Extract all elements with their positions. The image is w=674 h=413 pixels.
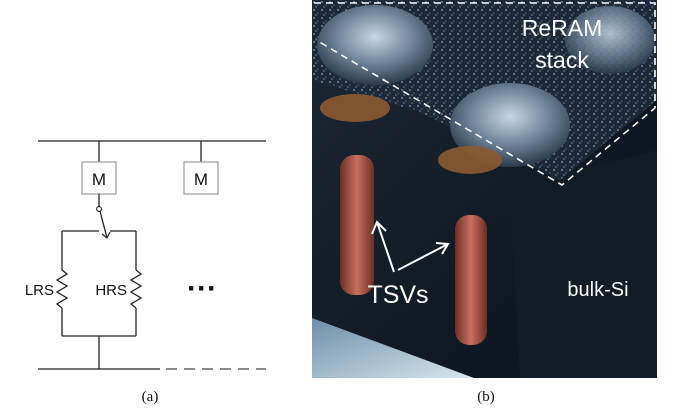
switch-blade bbox=[99, 210, 108, 239]
tsv-arrow-left-head bbox=[371, 220, 387, 235]
caption-b: (b) bbox=[477, 389, 495, 405]
tsv-top-rim-2 bbox=[438, 146, 502, 174]
reram-label-line1: ReRAM bbox=[522, 15, 603, 41]
switch-arrow-head bbox=[101, 231, 111, 239]
chip-side-face bbox=[510, 150, 657, 378]
stack-outline-dashed bbox=[314, 2, 656, 186]
tsv-label: TSVs bbox=[367, 281, 428, 309]
reram-label-line2: stack bbox=[535, 47, 589, 73]
stack-dome-3 bbox=[565, 6, 655, 74]
lrs-label: LRS bbox=[25, 282, 54, 299]
memory-cell-label-2: M bbox=[194, 170, 208, 189]
panel-a-circuit: M M LRS HRS ··· (a) bbox=[25, 140, 266, 405]
stack-dome-1 bbox=[317, 5, 433, 85]
memory-cell-label-1: M bbox=[92, 170, 106, 189]
lrs-resistor bbox=[55, 269, 69, 309]
substrate-label: bulk-Si bbox=[567, 279, 628, 301]
hrs-label: HRS bbox=[95, 282, 127, 299]
panel-b-photo: ReRAM stack TSVs bulk-Si (b) bbox=[312, 0, 657, 405]
tsv-arrow-right-head bbox=[435, 242, 450, 255]
tsv-arrow-left bbox=[376, 221, 395, 273]
ellipsis-more-cells: ··· bbox=[187, 272, 217, 305]
caption-a: (a) bbox=[142, 389, 159, 405]
tsv-arrow-right bbox=[397, 243, 449, 271]
tsv-column-1 bbox=[340, 155, 374, 295]
tsv-top-rim-1 bbox=[320, 94, 390, 122]
memory-cell-box-2 bbox=[183, 161, 219, 195]
hrs-resistor bbox=[129, 269, 143, 309]
tsv-column-2 bbox=[455, 215, 487, 345]
switch-pivot bbox=[96, 206, 102, 212]
stack-dome-2 bbox=[450, 83, 570, 167]
memory-cell-box-1 bbox=[81, 161, 117, 195]
